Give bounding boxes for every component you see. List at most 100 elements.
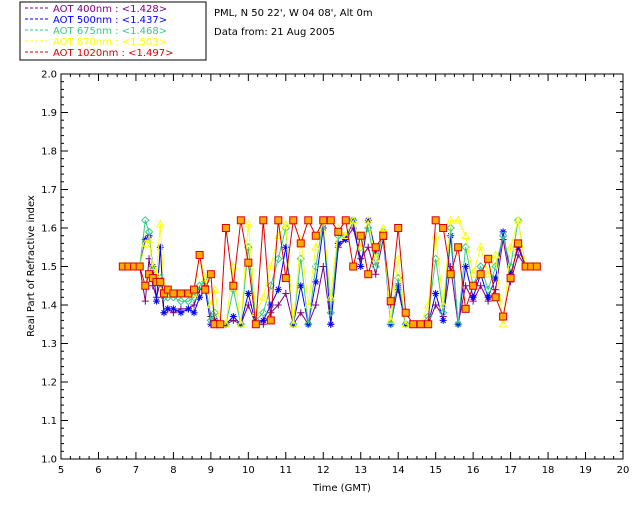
square-point (195, 250, 204, 259)
y-tick-label: 1.3 (41, 339, 57, 350)
triangle-point (468, 269, 478, 278)
square-point (176, 289, 185, 298)
asterisk-point (156, 243, 164, 251)
square-point (326, 216, 335, 225)
triangle-point (461, 231, 470, 239)
asterisk-point (297, 282, 305, 290)
asterisk-point (439, 316, 447, 324)
square-point (416, 320, 425, 329)
square-point (431, 216, 440, 225)
asterisk-point (334, 239, 342, 247)
asterisk-point (244, 289, 252, 297)
legend-entry-label: AOT 500nm : <1.437> (53, 15, 167, 26)
asterisk-point (462, 263, 470, 270)
x-tick-label: 20 (617, 465, 630, 476)
triangle-point (453, 215, 463, 224)
square-point (206, 270, 215, 279)
square-point (296, 239, 305, 248)
y-tick-label: 1.1 (41, 416, 57, 427)
diamond-point (371, 262, 380, 271)
square-point (491, 293, 500, 302)
triangle-point (476, 242, 485, 251)
y-tick-label: 1.8 (41, 147, 57, 158)
x-tick-label: 15 (429, 465, 442, 476)
square-point (266, 316, 275, 325)
square-point (349, 262, 358, 271)
square-point (169, 289, 178, 298)
date-text: Data from: 21 Aug 2005 (214, 27, 335, 38)
square-point (141, 281, 150, 290)
square-point (409, 320, 418, 329)
triangle-point (326, 292, 336, 301)
asterisk-point (492, 274, 500, 282)
square-point (394, 224, 403, 232)
asterisk-point (312, 278, 320, 286)
diamond-point (259, 308, 268, 317)
triangle-point (491, 250, 500, 259)
x-tick-label: 16 (467, 465, 480, 476)
square-point (469, 281, 478, 290)
triangle-point (206, 300, 216, 309)
diamond-point (210, 308, 219, 317)
legend-box (19, 1, 207, 61)
asterisk-point (357, 263, 365, 270)
square-point (499, 312, 508, 321)
triangle-point (438, 300, 448, 309)
square-point (379, 231, 388, 240)
square-point (281, 274, 290, 283)
y-tick-label: 1.5 (41, 262, 57, 273)
triangle-point (513, 215, 523, 224)
y-tick-label: 1.9 (41, 108, 57, 119)
asterisk-point (267, 301, 275, 309)
x-tick-label: 13 (354, 465, 367, 476)
square-point (439, 224, 448, 232)
square-point (506, 274, 515, 283)
x-tick-label: 12 (317, 465, 330, 476)
triangle-point (371, 254, 381, 263)
square-point (311, 231, 320, 240)
square-point (401, 308, 410, 317)
x-tick-label: 6 (95, 465, 101, 476)
asterisk-point (259, 316, 267, 324)
x-tick-label: 9 (208, 465, 214, 476)
y-tick-label: 1.0 (41, 455, 57, 466)
asterisk-point (184, 305, 192, 313)
triangle-point (258, 292, 268, 301)
x-tick-label: 14 (392, 465, 405, 476)
triangle-point (236, 319, 246, 328)
x-tick-label: 10 (242, 465, 255, 476)
x-tick-label: 18 (542, 465, 555, 476)
y-tick-label: 1.2 (41, 378, 57, 389)
square-point (229, 281, 238, 290)
triangle-point (210, 285, 219, 293)
square-point (341, 216, 350, 225)
square-point (454, 243, 463, 252)
triangle-point (348, 215, 358, 224)
diamond-point (176, 296, 186, 306)
plus-point (372, 270, 380, 278)
x-tick-label: 11 (279, 465, 292, 476)
triangle-point (288, 319, 298, 328)
diamond-point (236, 320, 246, 329)
square-point (334, 227, 343, 236)
triangle-point (431, 231, 441, 239)
square-point (371, 243, 380, 252)
square-point (274, 216, 283, 225)
plus-point (282, 289, 290, 297)
triangle-point (498, 319, 508, 328)
square-point (259, 216, 268, 225)
legend: AOT 400nm : <1.428>AOT 500nm : <1.437>AO… (25, 4, 173, 59)
plus-point (141, 297, 149, 305)
diamond-point (476, 262, 485, 271)
asterisk-point (394, 282, 402, 290)
asterisk-point (177, 309, 185, 317)
asterisk-point (469, 293, 477, 301)
triangle-point (386, 315, 396, 324)
plus-point (357, 255, 365, 263)
x-tick-label: 5 (58, 465, 64, 476)
plus-point (492, 286, 500, 294)
y-tick-label: 2.0 (41, 70, 57, 81)
y-tick-label: 1.6 (41, 224, 57, 235)
square-point (356, 231, 365, 240)
x-axis-title: Time (GMT) (312, 483, 371, 494)
